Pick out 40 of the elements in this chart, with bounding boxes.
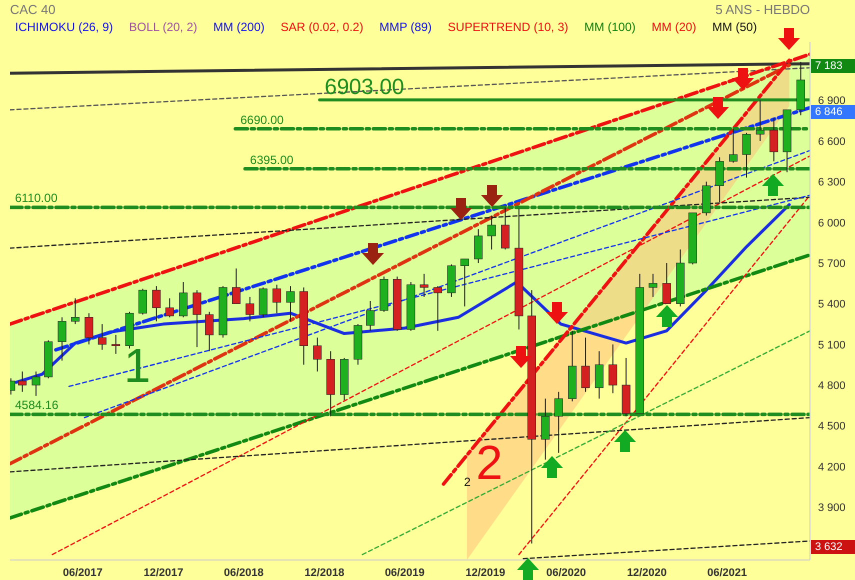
annotation: 3 632 — [811, 540, 855, 554]
annotation: 6110.00 — [15, 191, 58, 206]
x-tick-label: 06/2019 — [384, 566, 425, 579]
y-tick-label: 5 400 — [818, 298, 846, 311]
y-tick-label: 4 200 — [818, 461, 846, 474]
x-tick-label: 12/2020 — [626, 566, 667, 579]
chart-subtitle: 5 ANS - HEBDO — [715, 2, 810, 17]
annotation: 6 846 — [811, 104, 855, 119]
annotation: 6690.00 — [240, 112, 284, 127]
y-tick-label: 6 600 — [818, 136, 846, 148]
text: MM (100) — [584, 20, 636, 34]
text: BOLL (20, 2) — [129, 20, 198, 34]
annotation: 7 183 — [811, 58, 855, 73]
y-tick-label: 3 900 — [818, 502, 846, 514]
annotation: 4584.16 — [15, 398, 58, 413]
y-tick-label: 6 300 — [818, 176, 846, 189]
annotation: 6395.00 — [250, 152, 294, 167]
annotation: 2 — [476, 437, 503, 490]
text: SAR (0.02, 0.2) — [280, 20, 364, 34]
x-tick-label: 12/2018 — [304, 566, 344, 579]
x-tick-label: 12/2017 — [144, 566, 184, 579]
y-tick-label: 6 900 — [818, 95, 846, 108]
x-tick-label: 12/2019 — [466, 566, 506, 579]
chart-title: CAC 40 — [10, 2, 56, 17]
y-tick-label: 4 800 — [818, 380, 846, 392]
x-tick-label: 06/2021 — [707, 566, 747, 579]
x-tick-label: 06/2020 — [546, 566, 586, 579]
y-tick-label: 5 700 — [818, 258, 846, 270]
text: MM (20) — [652, 20, 696, 34]
text: MMP (89) — [379, 20, 432, 34]
annotation: 2 — [464, 475, 471, 489]
x-tick-label: 06/2017 — [62, 566, 103, 579]
text: ICHIMOKU (26, 9) — [15, 20, 114, 34]
text: SUPERTREND (10, 3) — [448, 20, 568, 34]
text: MM (200) — [213, 20, 265, 34]
y-tick-label: 4 500 — [818, 420, 846, 433]
text: MM (50) — [712, 20, 757, 34]
y-tick-label: 6 000 — [818, 217, 846, 230]
x-tick-label: 06/2018 — [224, 566, 264, 579]
y-tick-label: 5 100 — [818, 339, 846, 352]
